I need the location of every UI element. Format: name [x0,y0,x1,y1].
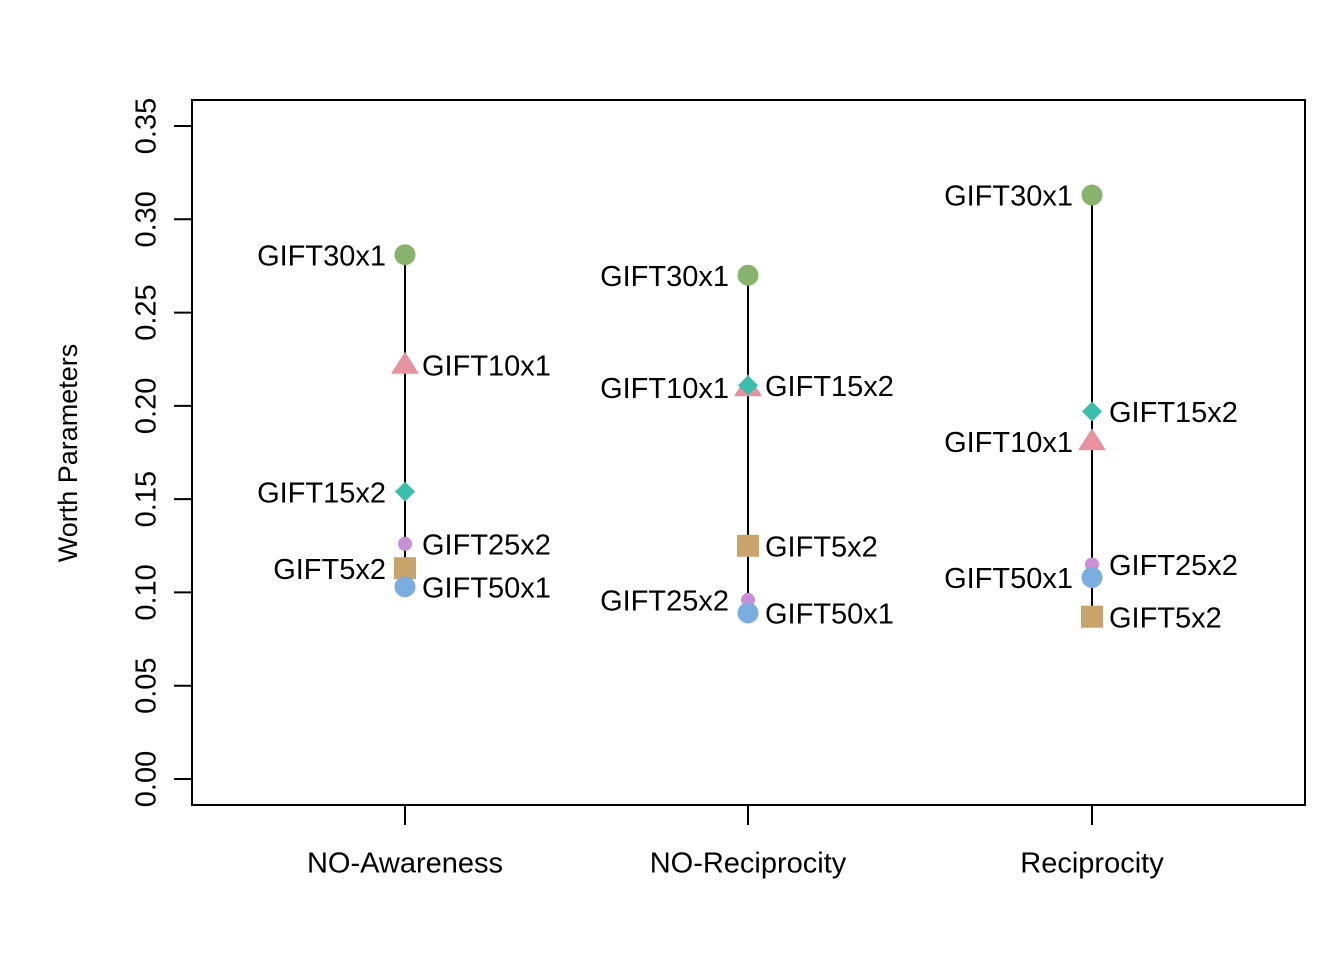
x-axis: NO-Awareness NO-Reciprocity Reciprocity [307,805,1164,880]
label-gift30x1-reciprocity: GIFT30x1 [944,181,1073,213]
label-gift25x2-no-awareness: GIFT25x2 [422,530,551,562]
label-gift5x2-no-awareness: GIFT5x2 [273,554,386,586]
point-gift30x1-no-reciprocity [737,264,759,286]
point-gift5x2-no-reciprocity [737,534,759,557]
label-gift5x2-reciprocity: GIFT5x2 [1109,602,1222,634]
label-gift15x2-reciprocity: GIFT15x2 [1109,397,1238,429]
point-gift50x1-reciprocity [1081,567,1103,589]
label-gift15x2-no-reciprocity: GIFT15x2 [765,371,894,403]
label-gift30x1-no-reciprocity: GIFT30x1 [600,261,729,293]
y-tick-label: 0.15 [131,471,163,527]
label-gift10x1-no-reciprocity: GIFT10x1 [600,373,729,405]
y-tick-label: 0.25 [131,284,163,340]
y-tick-label: 0.00 [131,751,163,807]
point-gift15x2-no-reciprocity [738,375,758,396]
label-gift10x1-no-awareness: GIFT10x1 [422,350,551,382]
label-gift30x1-no-awareness: GIFT30x1 [257,240,386,272]
label-gift50x1-no-reciprocity: GIFT50x1 [765,599,894,631]
point-gift10x1-reciprocity [1078,428,1106,451]
y-axis-label: Worth Parameters [53,344,83,563]
label-gift25x2-no-reciprocity: GIFT25x2 [600,586,729,618]
point-gift5x2-reciprocity [1081,605,1103,628]
data-points [391,184,1106,628]
y-tick-label: 0.10 [131,564,163,620]
point-gift50x1-no-awareness [394,576,416,598]
x-category-label: NO-Awareness [307,848,503,880]
point-gift50x1-no-reciprocity [737,602,759,624]
label-gift10x1-reciprocity: GIFT10x1 [944,427,1073,459]
label-gift15x2-no-awareness: GIFT15x2 [257,477,386,509]
point-gift5x2-no-awareness [394,557,416,580]
point-gift30x1-no-awareness [394,244,416,266]
point-labels: GIFT30x1 GIFT30x1 GIFT30x1 GIFT10x1 GIFT10x1… [257,181,1238,635]
point-gift15x2-no-awareness [395,481,415,502]
x-category-label: NO-Reciprocity [650,848,847,880]
label-gift5x2-no-reciprocity: GIFT5x2 [765,531,878,563]
y-tick-label: 0.30 [131,191,163,247]
y-axis: 0.00 0.05 0.10 0.15 0.20 0.25 0.30 0.35 [131,98,192,807]
label-gift50x1-no-awareness: GIFT50x1 [422,572,551,604]
label-gift25x2-reciprocity: GIFT25x2 [1109,550,1238,582]
label-gift50x1-reciprocity: GIFT50x1 [944,563,1073,595]
point-gift15x2-reciprocity [1082,401,1102,422]
y-tick-label: 0.35 [131,98,163,154]
y-tick-label: 0.05 [131,657,163,713]
y-tick-label: 0.20 [131,378,163,434]
point-gift25x2-no-awareness [398,536,412,551]
x-category-label: Reciprocity [1020,848,1164,880]
point-gift10x1-no-awareness [391,351,419,374]
point-gift30x1-reciprocity [1081,184,1103,206]
